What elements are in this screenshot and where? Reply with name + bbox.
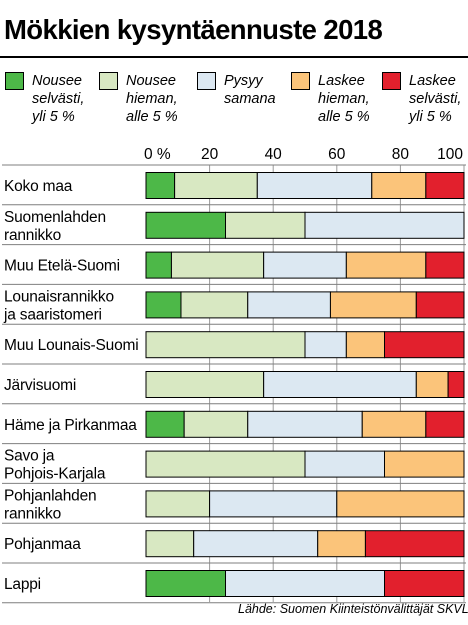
bar-segment — [145, 291, 182, 319]
bar-segment — [180, 291, 249, 319]
legend-swatch — [197, 72, 216, 90]
title-divider — [0, 56, 468, 58]
legend-swatch — [382, 72, 401, 90]
bar-segment — [304, 211, 465, 239]
bar-segment — [145, 410, 185, 438]
category-label: Savo ja Pohjois-Karjala — [4, 448, 106, 483]
x-tick-label: 60 — [328, 146, 346, 163]
x-tick-label: 0 % — [144, 146, 171, 163]
legend-label: Laskee selvästi, yli 5 % — [409, 73, 462, 125]
category-label: Lounaisrannikko ja saaristomeri — [3, 288, 114, 323]
bar-segment — [225, 211, 306, 239]
chart-title: Mökkien kysyntäennuste 2018 — [4, 14, 383, 45]
bar-segment — [209, 490, 338, 518]
legend-swatch — [291, 72, 310, 90]
category-label: Järvisuomi — [4, 377, 76, 394]
bar-segment — [225, 570, 385, 597]
bar-segment — [384, 450, 465, 478]
bar-segment — [174, 172, 258, 199]
bar-segment — [145, 251, 172, 279]
bar-segment — [317, 530, 366, 558]
bar-segment — [371, 172, 427, 199]
category-label: Muu Lounais-Suomi — [4, 337, 138, 354]
legend-label: Nousee selvästi, yli 5 % — [32, 73, 85, 125]
bar-segment — [256, 172, 373, 199]
bar-segment — [183, 410, 249, 438]
bar-segment — [384, 570, 465, 597]
category-label: Muu Etelä-Suomi — [4, 258, 120, 275]
bar-segment — [263, 371, 417, 398]
bar-segment — [145, 450, 306, 478]
bar-segment — [329, 291, 417, 319]
bar-segment — [345, 251, 427, 279]
bar-segment — [263, 251, 347, 279]
category-label: Lappi — [4, 576, 41, 593]
bar-segment — [425, 172, 465, 199]
bar-segment — [447, 371, 465, 398]
category-label: Pohjanlahden rannikko — [4, 487, 96, 522]
category-label: Koko maa — [4, 178, 73, 195]
bar-segment — [247, 410, 363, 438]
bar-segment — [304, 331, 347, 359]
bar-segment — [345, 331, 385, 359]
bar-segment — [170, 251, 265, 279]
bar-segment — [145, 530, 195, 558]
bar-segment — [364, 530, 465, 558]
category-label: Suomenlahden rannikko — [4, 209, 106, 244]
x-tick-label: 20 — [201, 146, 219, 163]
bar-segment — [145, 371, 265, 398]
legend-swatch — [99, 72, 118, 90]
source-note: Lähde: Suomen Kiinteistönvälittäjät SKVL — [238, 602, 468, 616]
legend-label: Nousee hieman, alle 5 % — [126, 73, 178, 125]
category-label: Pohjanmaa — [4, 536, 81, 553]
bar-segment — [145, 172, 176, 199]
bar-segment — [145, 490, 211, 518]
bar-segment — [425, 410, 465, 438]
legend-label: Laskee hieman, alle 5 % — [318, 73, 370, 125]
bar-segment — [361, 410, 427, 438]
bar-segment — [384, 331, 465, 359]
x-tick-label: 100 — [437, 146, 463, 163]
bar-segment — [145, 570, 226, 597]
x-tick-label: 80 — [392, 146, 410, 163]
legend-label: Pysyy samana — [224, 73, 276, 107]
legend-swatch — [5, 72, 24, 90]
x-tick-label: 40 — [265, 146, 283, 163]
bar-segment — [415, 371, 449, 398]
category-label: Häme ja Pirkanmaa — [4, 417, 137, 434]
bar-segment — [193, 530, 319, 558]
bar-segment — [336, 490, 465, 518]
bar-segment — [425, 251, 465, 279]
bar-segment — [247, 291, 331, 319]
bar-segment — [145, 331, 306, 359]
bar-segment — [304, 450, 385, 478]
bar-segment — [145, 211, 226, 239]
bar-segment — [415, 291, 465, 319]
